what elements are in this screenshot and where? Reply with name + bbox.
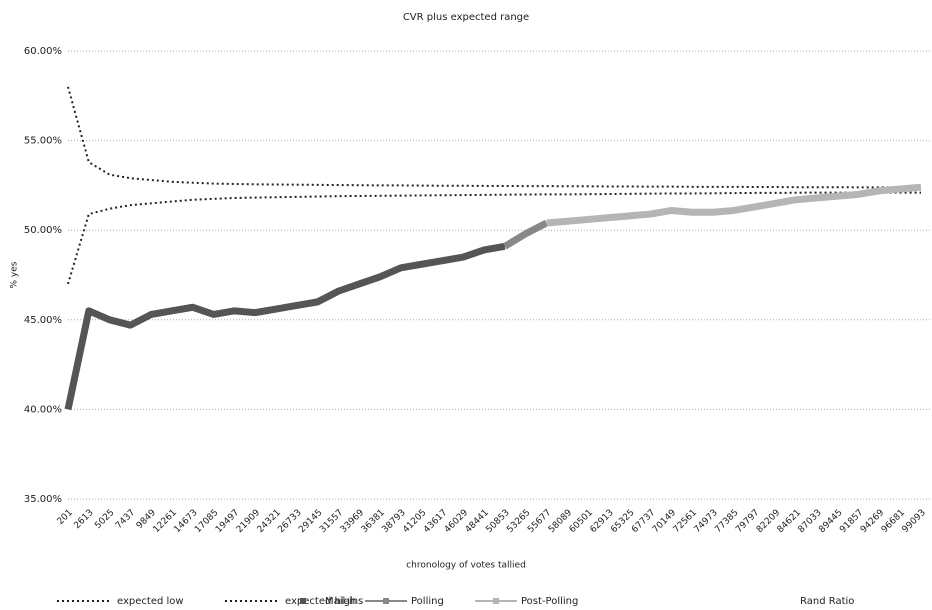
legend-label: Post-Polling [521,596,578,607]
y-tick-label: 55.00% [24,136,62,147]
series-line [64,242,506,411]
x-tick-label: 2613 [72,508,95,531]
x-tick-label: 7437 [114,508,137,531]
legend-swatch [300,598,306,604]
y-tick-label: 50.00% [24,225,62,236]
legend-label: Mail-ins [325,596,363,607]
series-line [503,219,549,250]
legend-label: expected high [285,596,356,607]
legend-swatch [493,598,499,604]
legend-label: Rand Ratio [800,596,854,607]
y-tick-label: 40.00% [24,404,62,415]
chart-title: CVR plus expected range [403,12,529,23]
y-tick-label: 45.00% [24,315,62,326]
series-line [67,191,921,285]
y-tick-label: 35.00% [24,494,62,505]
legend-swatch [383,598,389,604]
x-tick-label: 99093 [901,508,928,535]
x-axis-label: chronology of votes tallied [406,561,526,571]
y-tick-label: 60.00% [24,46,62,57]
legend-label: Polling [411,596,444,607]
series-line [546,183,922,227]
x-tick-label: 5025 [93,508,116,531]
y-axis-label: % yes [10,261,20,288]
legend-label: expected low [117,596,184,607]
series-line [67,86,921,189]
